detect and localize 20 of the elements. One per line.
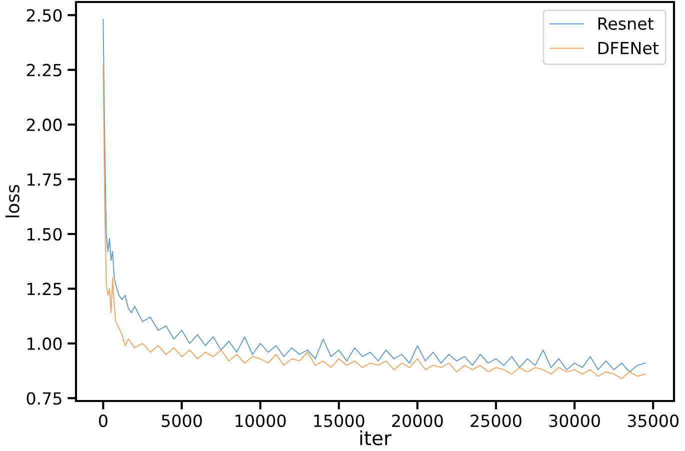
x-tick-label: 15000 <box>314 414 364 428</box>
y-axis-title: loss <box>5 184 20 218</box>
x-axis-title: iter <box>360 430 392 446</box>
x-tick-label: 20000 <box>392 414 443 428</box>
y-tick-label: 1.00 <box>28 337 62 350</box>
y-tick-label: 0.75 <box>26 392 62 405</box>
y-tick-label: 2.25 <box>26 64 62 76</box>
x-tick-label: 25000 <box>470 414 522 428</box>
y-tick-label: 1.50 <box>28 228 62 241</box>
y-tick-label: 2.50 <box>26 9 62 22</box>
x-tick-label: 30000 <box>549 414 600 428</box>
legend-label: Resnet <box>598 18 654 30</box>
y-tick-label: 2.00 <box>26 118 62 132</box>
y-tick-label: 1.75 <box>28 173 62 186</box>
x-tick-label: 0 <box>98 414 108 428</box>
x-tick-label: 10000 <box>236 414 286 428</box>
y-tick-label: 1.25 <box>28 282 62 296</box>
x-tick-label: 35000 <box>628 414 679 428</box>
x-tick-label: 5000 <box>162 414 202 428</box>
legend-label: DFENet <box>598 42 659 54</box>
